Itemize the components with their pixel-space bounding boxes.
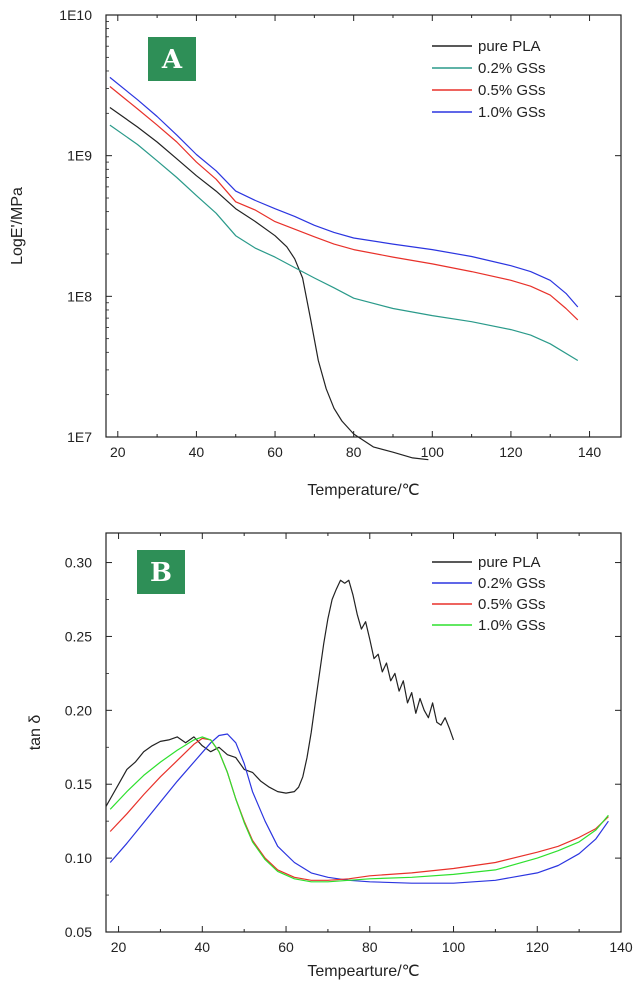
x-tick-label: 20 — [111, 939, 127, 955]
x-tick-label: 80 — [346, 444, 362, 460]
series-line-2 — [109, 737, 609, 881]
x-tick-label: 120 — [499, 444, 523, 460]
chart-panel-b: 20 40 60 80 100 120 140 0.05 0.10 0.15 0.20 0.25 0.3… — [27, 532, 633, 980]
series-line-1 — [109, 124, 579, 362]
y-tick-label: 0.20 — [65, 702, 92, 718]
x-tick-label: 60 — [278, 939, 294, 955]
legend-label: 0.2% GSs — [478, 575, 546, 592]
x-tick-label: 20 — [110, 444, 126, 460]
y-tick-label: 0.30 — [65, 555, 92, 571]
y-axis-title: tan δ — [27, 715, 44, 751]
y-tick-label: 0.05 — [65, 924, 92, 940]
y-tick-label: 1E8 — [67, 288, 92, 304]
legend-label: pure PLA — [478, 554, 541, 571]
y-tick-label: 1E9 — [67, 148, 92, 164]
panel-label: B — [150, 558, 172, 588]
plot-frame — [105, 14, 622, 438]
chart-panel-a: 20 40 60 80 100 120 140 1E7 1E8 1E9 1E10 Temperatur… — [9, 7, 622, 499]
panel-label: A — [161, 45, 183, 75]
x-tick-label: 120 — [526, 939, 550, 955]
series-line-0 — [105, 579, 455, 807]
x-tick-label: 100 — [442, 939, 466, 955]
y-tick-label: 1E7 — [67, 429, 92, 445]
y-tick-label: 0.25 — [65, 628, 92, 644]
x-axis-title: Tempearture/℃ — [307, 963, 419, 980]
y-tick-label: 0.15 — [65, 776, 92, 792]
series-line-3 — [109, 76, 579, 308]
series-line-0 — [109, 107, 429, 461]
x-tick-label: 100 — [421, 444, 445, 460]
x-axis-title: Temperature/℃ — [307, 482, 419, 499]
series-line-2 — [109, 86, 579, 321]
y-tick-label: 1E10 — [59, 7, 92, 23]
legend-label: pure PLA — [478, 38, 541, 55]
legend-label: 0.2% GSs — [478, 60, 546, 77]
x-tick-label: 60 — [267, 444, 283, 460]
legend-label: 1.0% GSs — [478, 104, 546, 121]
series-line-1 — [109, 733, 609, 884]
y-tick-label: 0.10 — [65, 850, 92, 866]
x-tick-label: 40 — [189, 444, 205, 460]
panel-label-badge — [148, 37, 196, 81]
y-axis-title: LogE'/MPa — [9, 187, 26, 265]
x-tick-label: 40 — [195, 939, 211, 955]
x-tick-label: 80 — [362, 939, 378, 955]
legend-label: 0.5% GSs — [478, 82, 546, 99]
x-tick-label: 140 — [578, 444, 602, 460]
x-tick-label: 140 — [609, 939, 633, 955]
legend-label: 0.5% GSs — [478, 596, 546, 613]
plot-frame — [105, 532, 622, 933]
legend-label: 1.0% GSs — [478, 617, 546, 634]
series-line-3 — [109, 736, 609, 883]
panel-label-badge — [137, 550, 185, 594]
